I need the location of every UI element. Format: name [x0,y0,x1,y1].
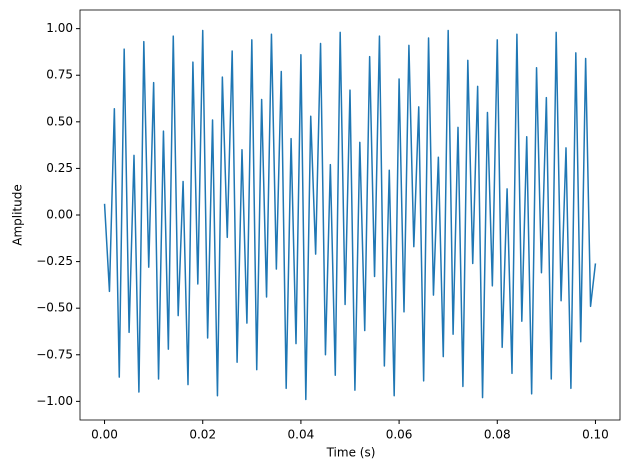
y-tick-label: 0.75 [46,68,73,82]
signal-line [103,29,597,401]
x-axis-label: Time (s) [326,446,376,460]
y-axis-label: Amplitude [11,184,25,246]
y-tick-label: 0.50 [46,114,73,128]
plot-frame [79,9,621,421]
y-tick-label: 1.00 [46,21,73,35]
x-tick-label: 0.02 [189,428,216,442]
y-tick-label: −0.75 [36,347,73,361]
y-tick-label: 0.25 [46,161,73,175]
x-tick-label: 0.06 [386,428,413,442]
y-tick-label: 0.00 [46,208,73,222]
x-tick-label: 0.00 [91,428,118,442]
x-tick-label: 0.08 [484,428,511,442]
y-tick-label: −1.00 [36,394,73,408]
y-tick-label: −0.25 [36,254,73,268]
y-tick-label: −0.50 [36,301,73,315]
x-tick-label: 0.10 [582,428,609,442]
x-tick-label: 0.04 [288,428,315,442]
